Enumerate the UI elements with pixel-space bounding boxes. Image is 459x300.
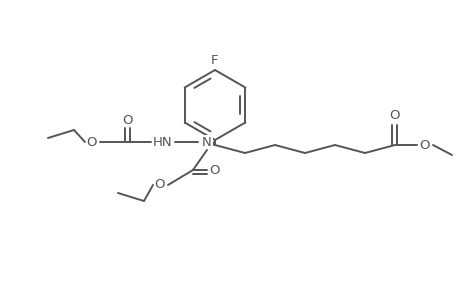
Text: N: N [202,136,212,148]
Text: O: O [209,164,220,176]
Text: O: O [123,113,133,127]
Text: F: F [211,53,218,67]
Text: O: O [389,109,399,122]
Text: O: O [419,139,429,152]
Text: HN: HN [153,136,173,148]
Text: O: O [87,136,97,148]
Text: O: O [154,178,165,191]
